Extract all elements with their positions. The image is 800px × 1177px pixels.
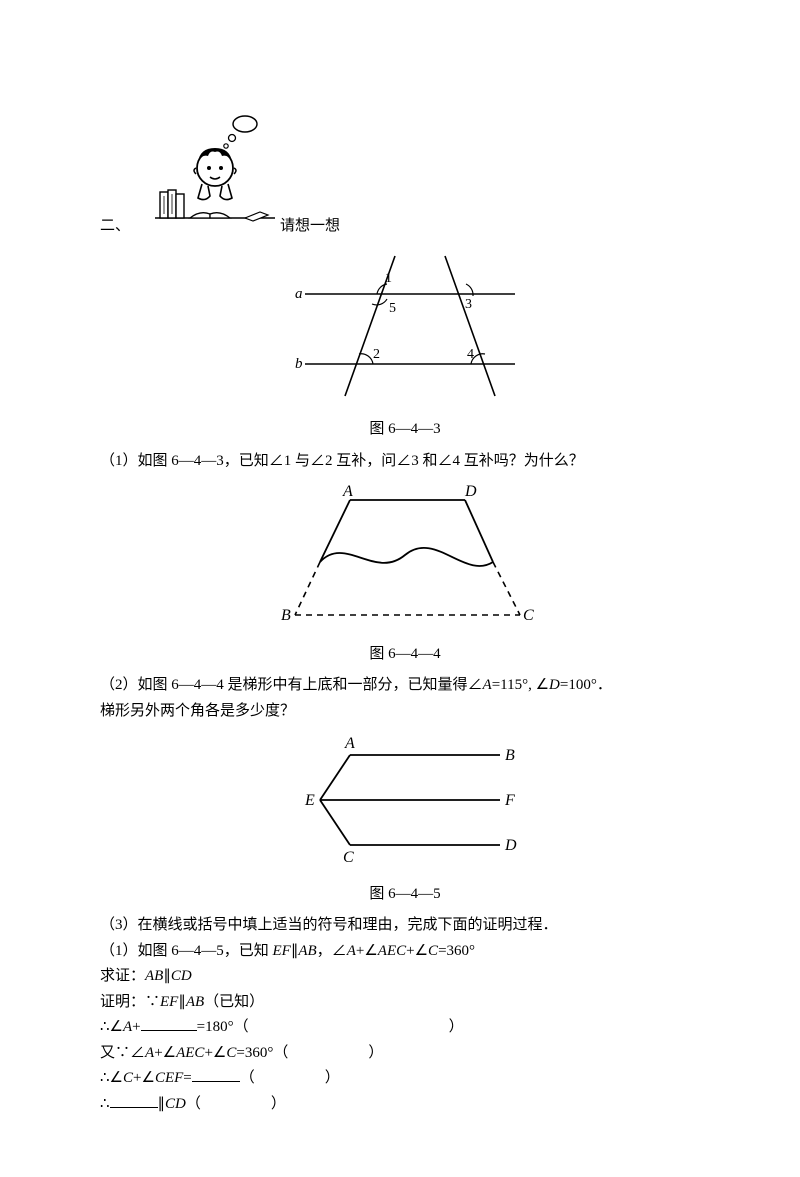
figure-643-caption: 图 6—4—3 <box>100 417 710 443</box>
fig643-label-a: a <box>295 286 303 302</box>
question-3-intro: （3）在横线或括号中填上适当的符号和理由，完成下面的证明过程． <box>100 913 710 939</box>
svg-text:2: 2 <box>373 347 380 362</box>
q3-line4: ∴∥CD（） <box>100 1092 710 1118</box>
svg-text:A: A <box>344 735 355 752</box>
svg-text:B: B <box>281 607 291 624</box>
blank-paren-2[interactable] <box>288 1042 368 1057</box>
figure-643: a b 1 5 3 2 4 <box>100 246 710 416</box>
figure-644: A D B C <box>100 480 710 640</box>
q3-proof-start: 证明：∵EF∥AB（已知） <box>100 990 710 1016</box>
blank-paren-1[interactable] <box>249 1016 449 1031</box>
svg-text:C: C <box>343 849 354 866</box>
q3-sub1: （1）如图 6—4—5，已知 EF∥AB，∠A+∠AEC+∠C=360° <box>100 939 710 965</box>
svg-text:4: 4 <box>467 347 474 362</box>
svg-text:1: 1 <box>385 271 392 286</box>
question-2-line1: （2）如图 6—4—4 是梯形中有上底和一部分，已知量得∠A=115°, ∠D=… <box>100 673 710 699</box>
figure-645: A B E F C D <box>100 730 710 880</box>
svg-text:B: B <box>505 747 515 764</box>
thinker-cartoon <box>150 110 280 240</box>
question-2-line2: 梯形另外两个角各是多少度？ <box>100 699 710 725</box>
svg-text:F: F <box>504 792 515 809</box>
svg-text:D: D <box>464 483 477 500</box>
figure-644-caption: 图 6—4—4 <box>100 642 710 668</box>
question-1: （1）如图 6—4—3，已知∠1 与∠2 互补，问∠3 和∠4 互补吗？为什么？ <box>100 449 710 475</box>
svg-text:C: C <box>523 607 534 624</box>
blank-1[interactable] <box>141 1015 197 1031</box>
section-prompt: 请想一想 <box>280 214 340 240</box>
q3-line2: 又∵∠A+∠AEC+∠C=360°（） <box>100 1041 710 1067</box>
svg-text:E: E <box>304 792 315 809</box>
fig643-label-b: b <box>295 356 303 372</box>
blank-paren-4[interactable] <box>201 1093 271 1108</box>
svg-text:5: 5 <box>389 301 396 316</box>
blank-3[interactable] <box>110 1092 158 1108</box>
blank-paren-3[interactable] <box>255 1067 325 1082</box>
blank-2[interactable] <box>192 1066 240 1082</box>
section-header-row: 二、 <box>100 110 710 240</box>
page: 二、 <box>0 0 800 1177</box>
svg-text:A: A <box>342 483 353 500</box>
q3-line3: ∴∠C+∠CEF=（） <box>100 1066 710 1092</box>
svg-text:3: 3 <box>465 297 472 312</box>
figure-645-caption: 图 6—4—5 <box>100 882 710 908</box>
q3-prove: 求证：AB∥CD <box>100 964 710 990</box>
q3-line1: ∴∠A+=180°（） <box>100 1015 710 1041</box>
svg-text:D: D <box>504 837 517 854</box>
section-number: 二、 <box>100 214 130 240</box>
